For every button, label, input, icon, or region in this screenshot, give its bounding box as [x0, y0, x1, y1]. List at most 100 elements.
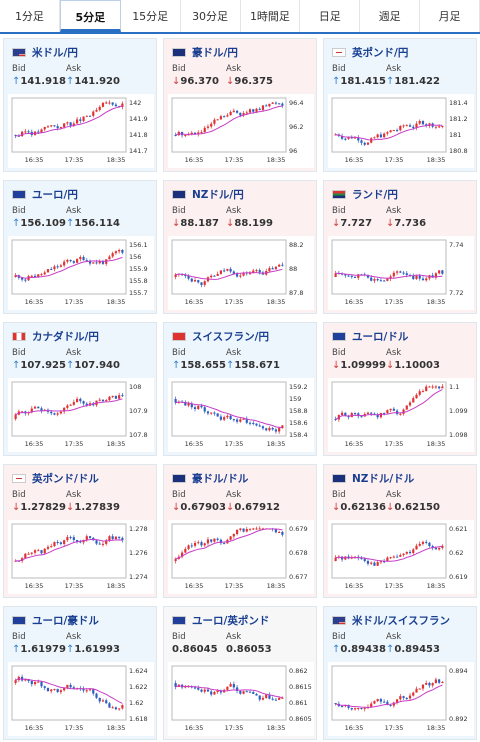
pair-name[interactable]: 米ドル/スイスフラン: [352, 614, 451, 627]
candle-body: [98, 261, 101, 264]
x-tick-label: 17:35: [225, 440, 244, 448]
rate-card[interactable]: 豪ドル/円 Bid Ask ↓96.370 ↓96.375 96.4 96.2 96 16:35…: [163, 38, 317, 172]
arrow-down-icon: ↓: [332, 502, 341, 513]
tab-1[interactable]: 5分足: [59, 0, 121, 32]
arrow-up-icon: ↑: [66, 76, 75, 87]
rate-card[interactable]: ランド/円 Bid Ask ↓7.727 ↓7.736 7.74 7.72 16:35 17:3…: [323, 180, 477, 314]
candle-body: [389, 408, 392, 411]
plot-frame: [11, 523, 127, 579]
candle-body: [190, 545, 193, 547]
pair-name[interactable]: 米ドル/円: [32, 46, 78, 59]
candlestick-chart: 1.278 1.276 1.274 16:35 17:35 18:35: [8, 520, 154, 594]
candle-body: [56, 266, 59, 268]
ask-label: Ask: [386, 632, 402, 642]
candle-body: [434, 386, 438, 388]
ask-value: ↓1.10003: [386, 360, 440, 371]
rate-card[interactable]: カナダドル/円 Bid Ask ↑107.925 ↑107.940 108 107.9 107…: [3, 322, 157, 456]
bid-value: ↑107.925: [12, 360, 66, 371]
candle-body: [255, 528, 258, 530]
rate-card[interactable]: 豪ドル/ドル Bid Ask ↓0.67903 ↓0.67912 0.679 0.678 0.…: [163, 464, 317, 598]
candle-body: [242, 272, 245, 276]
candle-body: [366, 142, 370, 145]
bid-label: Bid: [332, 632, 346, 642]
candle-body: [428, 682, 431, 686]
y-tick-label: 87.8: [289, 289, 303, 297]
candle-body: [421, 684, 425, 689]
tab-0[interactable]: 1分足: [0, 0, 60, 32]
rate-card[interactable]: 米ドル/円 Bid Ask ↑141.918 ↑141.920 142 141.9 141.8…: [3, 38, 157, 172]
candle-body: [431, 546, 434, 548]
arrow-down-icon: ↓: [386, 218, 395, 229]
tab-7[interactable]: 月足: [420, 0, 480, 32]
candle-body: [200, 132, 203, 134]
candle-body: [213, 119, 216, 124]
rate-card[interactable]: 米ドル/スイスフラン Bid Ask ↑0.89438 ↑0.89453 0.894 0.8…: [323, 606, 477, 740]
moving-average-line: [335, 124, 443, 141]
candle-body: [252, 528, 255, 530]
y-tick-label: 7.72: [449, 289, 463, 297]
arrow-down-icon: ↓: [12, 502, 21, 513]
bid-label: Bid: [12, 206, 26, 216]
tab-2[interactable]: 15分足: [121, 0, 181, 32]
rate-card[interactable]: 英ポンド/円 Bid Ask ↑181.415 ↑181.422 181.4 181.2 18…: [323, 38, 477, 172]
tab-5[interactable]: 日足: [300, 0, 361, 32]
pair-name[interactable]: ユーロ/英ポンド: [192, 614, 270, 627]
tab-6[interactable]: 週足: [360, 0, 421, 32]
candle-body: [408, 125, 412, 127]
y-tick-label: 0.8605: [289, 715, 312, 723]
x-tick-label: 16:35: [25, 298, 44, 306]
candle-body: [389, 705, 392, 707]
x-tick-label: 18:35: [107, 724, 126, 732]
arrow-down-icon: ↓: [172, 76, 181, 87]
rate-card[interactable]: ユーロ/円 Bid Ask ↑156.109 ↑156.114 156.1 156 155.9…: [3, 180, 157, 314]
candle-body: [408, 402, 412, 406]
pair-name[interactable]: ランド/円: [352, 188, 398, 201]
moving-average-line: [335, 684, 443, 709]
flag-icon: [332, 331, 346, 341]
pair-name[interactable]: ユーロ/豪ドル: [32, 614, 99, 627]
moving-average-line: [175, 268, 283, 280]
tab-3[interactable]: 30分足: [181, 0, 241, 32]
candle-body: [232, 271, 235, 275]
moving-average-line: [335, 545, 443, 562]
moving-average-line: [335, 272, 443, 279]
rate-card[interactable]: ユーロ/豪ドル Bid Ask ↑1.61979 ↑1.61993 1.624 1.622 1…: [3, 606, 157, 740]
candle-body: [252, 692, 255, 694]
rate-card[interactable]: ユーロ/英ポンド Bid Ask 0.86045 0.86053 0.862 0.8615 0…: [163, 606, 317, 740]
candle-body: [190, 278, 193, 282]
candle-body: [261, 426, 265, 429]
pair-name[interactable]: ユーロ/ドル: [352, 330, 409, 343]
arrow-down-icon: ↓: [226, 218, 235, 229]
candle-body: [75, 259, 79, 263]
arrow-down-icon: ↓: [66, 502, 75, 513]
arrow-up-icon: ↑: [66, 218, 75, 229]
tab-4[interactable]: 1時間足: [241, 0, 301, 32]
ask-label: Ask: [226, 64, 242, 74]
candle-body: [63, 687, 66, 691]
pair-name[interactable]: 英ポンド/円: [352, 46, 409, 59]
x-tick-label: 18:35: [427, 156, 446, 164]
x-tick-label: 17:35: [225, 298, 244, 306]
plot-frame: [171, 381, 287, 437]
rate-card[interactable]: スイスフラン/円 Bid Ask ↑158.655 ↑158.671 159.2 159 15…: [163, 322, 317, 456]
pair-name[interactable]: カナダドル/円: [32, 330, 99, 343]
rate-card[interactable]: 英ポンド/ドル Bid Ask ↓1.27829 ↓1.27839 1.278 1.276 1…: [3, 464, 157, 598]
candle-body: [72, 123, 75, 126]
y-tick-label: 1.274: [129, 573, 148, 581]
candle-body: [363, 708, 366, 710]
rate-card[interactable]: ユーロ/ドル Bid Ask ↓1.09999 ↓1.10003 1.1 1.099 1.09…: [323, 322, 477, 456]
pair-name[interactable]: 豪ドル/ドル: [192, 472, 249, 485]
candle-body: [232, 533, 235, 537]
pair-name[interactable]: NZドル/円: [192, 188, 244, 201]
pair-name[interactable]: 豪ドル/円: [192, 46, 238, 59]
pair-name[interactable]: ユーロ/円: [32, 188, 78, 201]
pair-name[interactable]: NZドル/ドル: [352, 472, 415, 485]
candle-body: [347, 275, 350, 277]
pair-name[interactable]: 英ポンド/ドル: [32, 472, 99, 485]
rate-card[interactable]: NZドル/ドル Bid Ask ↓0.62136 ↓0.62150 0.621 0.62 0.…: [323, 464, 477, 598]
rate-card[interactable]: NZドル/円 Bid Ask ↓88.187 ↓88.199 88.2 88 87.8 16:3…: [163, 180, 317, 314]
pair-name[interactable]: スイスフラン/円: [192, 330, 270, 343]
y-tick-label: 1.098: [449, 431, 468, 439]
candle-body: [108, 256, 111, 260]
candle-body: [121, 705, 124, 709]
